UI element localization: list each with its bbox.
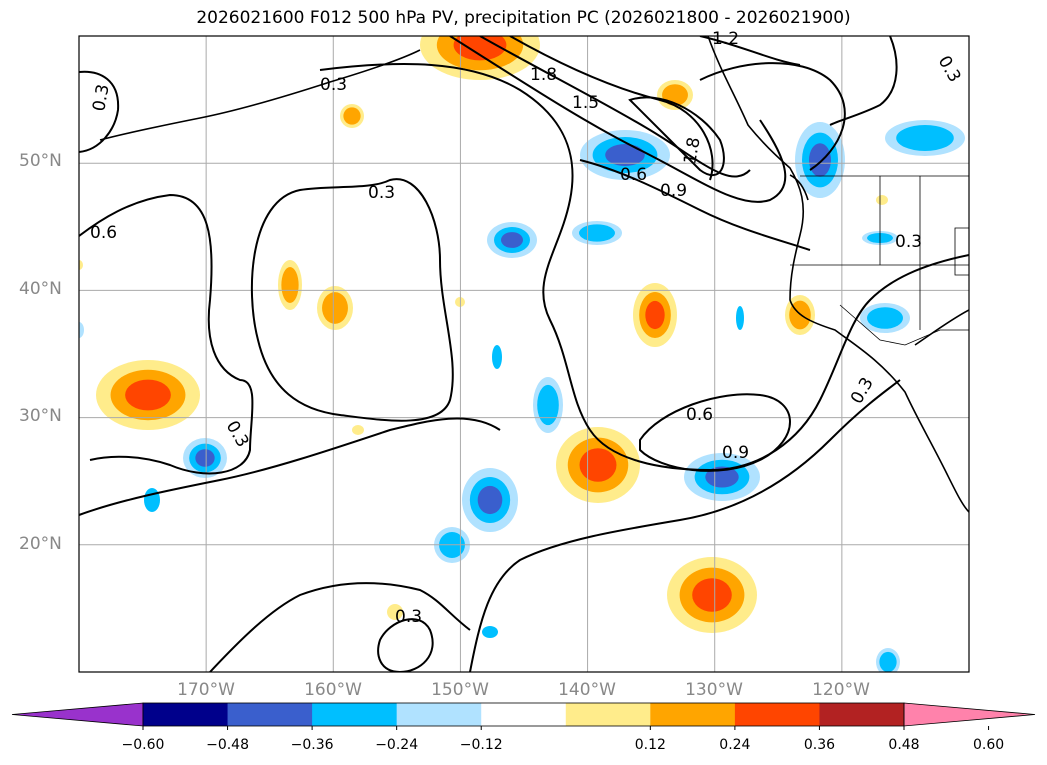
colorbar-tick-label: 0.48: [888, 737, 920, 753]
contour-label: 0.3: [368, 183, 395, 203]
borders: [790, 175, 969, 346]
colorbar-tick-label: −0.36: [290, 737, 334, 753]
contour-label: 0.3: [847, 374, 878, 407]
chart-title: 2026021600 F012 500 hPa PV, precipitatio…: [196, 8, 851, 28]
colorbar: [11, 702, 1036, 730]
contour-label: 0.3: [395, 607, 422, 627]
contour-label: 0.3: [934, 53, 965, 86]
map-border: [78, 35, 970, 673]
colorbar-segment: [143, 703, 229, 726]
precip-patch: [809, 143, 831, 177]
contour-label: 0.3: [895, 232, 922, 252]
contour-label: 0.9: [660, 181, 687, 201]
precip-patch: [195, 449, 215, 467]
precip-patch: [387, 604, 403, 620]
contour-label: 0.6: [620, 165, 647, 185]
colorbar-border: [142, 702, 905, 727]
lat-tick-label: 40°N: [19, 279, 62, 299]
precip-patch: [79, 322, 84, 338]
colorbar-segment: [650, 703, 736, 726]
precip-patch: [579, 224, 615, 242]
lat-tick-label: 30°N: [19, 406, 62, 426]
contour-label: 1.5: [572, 93, 599, 113]
contour-label: 1.8: [530, 65, 557, 85]
precip-fills: [79, 36, 965, 672]
precip-patch: [605, 144, 645, 166]
contour-label: 0.3: [89, 83, 113, 113]
lon-tick-label: 160°W: [304, 680, 362, 700]
graticule: [79, 36, 969, 672]
precip-patch: [537, 384, 559, 426]
contour-labels: 0.3 0.3 0.3 0.6 0.3 0.3 0.6 0.9 0.6 0.9 …: [89, 29, 964, 627]
lon-tick-label: 120°W: [812, 680, 870, 700]
colorbar-segment: [565, 703, 651, 726]
colorbar-tick-label: 0.36: [803, 737, 836, 753]
contour-label: 0.6: [90, 223, 117, 243]
map-content: [79, 36, 969, 672]
colorbar-tick-label: 0.12: [634, 737, 666, 753]
colorbar-segment: [227, 703, 313, 726]
lon-tick-label: 150°W: [431, 680, 489, 700]
precip-patch: [736, 306, 744, 330]
precip-patch: [453, 36, 507, 61]
precip-patch: [501, 232, 523, 248]
precip-patch: [322, 292, 348, 324]
contour-label: 0.6: [686, 405, 713, 425]
lon-tick-label: 140°W: [558, 680, 616, 700]
contour-label: 0.9: [722, 443, 749, 463]
colorbar-tick-label: 0.24: [719, 737, 751, 753]
lon-tick-label: 130°W: [685, 680, 743, 700]
precip-patch: [896, 125, 954, 151]
precip-patch: [343, 107, 361, 125]
colorbar-extend-high: [903, 702, 1036, 727]
precip-patch: [867, 307, 903, 329]
colorbar-tick-label: −0.48: [206, 737, 249, 753]
precip-patch: [579, 448, 617, 482]
contour-label: 1.8: [680, 136, 704, 166]
precip-patch: [281, 267, 299, 303]
colorbar-tick-label: −0.12: [459, 737, 503, 753]
lat-tick-label: 20°N: [19, 534, 62, 554]
contour-label: 1.2: [712, 29, 739, 49]
pv-contours: [79, 36, 969, 672]
precip-patch: [645, 300, 665, 330]
precip-patch: [692, 578, 732, 612]
colorbar-tick-label: 0.60: [972, 737, 1005, 753]
precip-patch: [876, 195, 888, 205]
coastlines: [99, 36, 969, 513]
colorbar-tick-label: −0.60: [121, 737, 165, 753]
precip-patch: [492, 345, 502, 369]
precip-patch: [482, 626, 498, 638]
colorbar-segment: [734, 703, 820, 726]
precip-patch: [144, 488, 160, 512]
precip-patch: [79, 260, 83, 270]
colorbar-tick-label: −0.24: [375, 737, 419, 753]
precip-patch: [352, 425, 364, 435]
colorbar-segment: [312, 703, 398, 726]
colorbar-segment: [396, 703, 482, 726]
lat-tick-label: 50°N: [19, 151, 62, 171]
contour-label: 0.3: [222, 418, 253, 451]
colorbar-segment: [481, 703, 567, 726]
precip-patch: [477, 485, 503, 515]
precip-patch: [879, 651, 897, 672]
colorbar-extend-low: [11, 702, 144, 727]
colorbar-segment: [819, 703, 905, 726]
lon-tick-label: 170°W: [177, 680, 235, 700]
precip-patch: [125, 379, 171, 411]
contour-label: 0.3: [320, 75, 347, 95]
